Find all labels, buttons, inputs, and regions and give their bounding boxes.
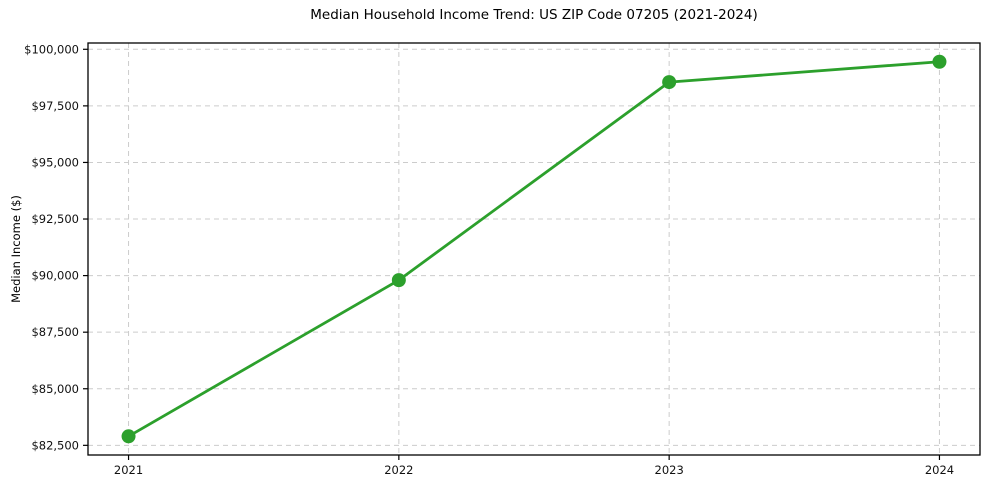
data-point-2022	[391, 273, 406, 288]
data-point-2023	[662, 75, 677, 90]
y-tick-label: $97,500	[31, 99, 79, 113]
y-tick-label: $100,000	[24, 42, 79, 56]
x-tick-label: 2022	[384, 463, 413, 477]
x-tick-label: 2024	[925, 463, 954, 477]
plot-border	[87, 42, 981, 456]
x-tick-label: 2023	[655, 463, 684, 477]
data-point-2021	[121, 429, 136, 444]
y-tick-label: $85,000	[31, 382, 79, 396]
x-tick-label: 2021	[114, 463, 143, 477]
trend-line	[127, 60, 941, 438]
y-tick-label: $87,500	[31, 325, 79, 339]
chart-title: Median Household Income Trend: US ZIP Co…	[310, 7, 758, 23]
data-point-2024	[932, 54, 947, 69]
y-tick-label: $90,000	[31, 269, 79, 283]
y-tick-label: $82,500	[31, 438, 79, 452]
y-tick-label: $95,000	[31, 155, 79, 169]
y-tick-label: $92,500	[31, 212, 79, 226]
